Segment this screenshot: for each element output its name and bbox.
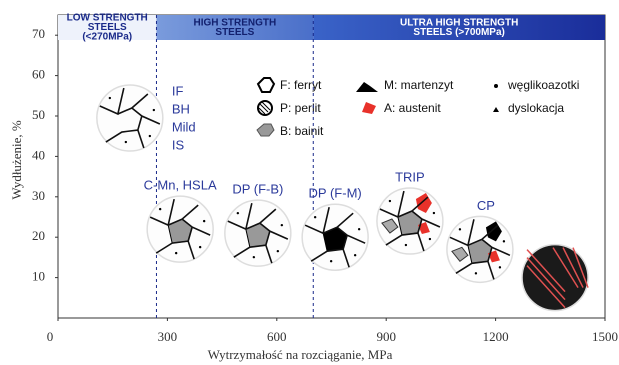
precipitate (475, 272, 477, 274)
x-tick-label: 1200 (483, 329, 509, 344)
microstructure (147, 196, 213, 262)
point-label: IF (172, 83, 184, 98)
legend-label: F: ferryt (280, 78, 322, 92)
y-tick-label: 50 (32, 107, 45, 122)
legend-icon (258, 101, 272, 115)
y-tick-label: 60 (32, 67, 45, 82)
y-tick-label: 70 (32, 26, 45, 41)
precipitate (314, 216, 316, 218)
precipitate (253, 256, 255, 258)
point-label: TRIP (395, 169, 425, 184)
microstructure (302, 204, 368, 270)
y-tick-label: 20 (32, 228, 45, 243)
legend-label: P: perlit (280, 101, 321, 115)
y-tick-label: 10 (32, 269, 45, 284)
microstructure (97, 85, 163, 151)
x-tick-label: 300 (158, 329, 178, 344)
point-label: C-Mn, HSLA (144, 178, 217, 193)
legend-label: B: bainit (280, 124, 324, 138)
legend-label: A: austenit (384, 101, 441, 115)
precipitate (125, 141, 127, 143)
legend-label: M: martenzyt (384, 78, 454, 92)
microstructure (225, 200, 291, 266)
point-label: Mild (172, 119, 196, 134)
precipitate (354, 254, 356, 256)
point-label: BH (172, 101, 190, 116)
precipitate (277, 250, 279, 252)
precipitate (159, 208, 161, 210)
legend-label: węglikoazotki (507, 78, 579, 92)
precipitate (358, 228, 360, 230)
x-tick-label: 0 (47, 329, 54, 344)
microstructure (447, 216, 513, 282)
precipitate (503, 240, 505, 242)
x-tick-label: 900 (376, 329, 396, 344)
chart: Wydłużenie, % Wytrzymałość na rozciągani… (0, 0, 619, 365)
microstructure (377, 188, 443, 254)
precipitate (429, 238, 431, 240)
precipitate (405, 244, 407, 246)
x-tick-label: 1500 (592, 329, 618, 344)
point-label: DP (F-M) (309, 186, 362, 201)
precipitate (499, 266, 501, 268)
y-axis-title: Wydłużenie, % (9, 120, 24, 200)
x-axis-title: Wytrzymałość na rozciąganie, MPa (208, 347, 393, 362)
precipitate (175, 252, 177, 254)
x-tick-label: 600 (267, 329, 287, 344)
precipitate (199, 246, 201, 248)
legend-icon (494, 84, 498, 88)
zone-label: (<270MPa) (82, 32, 132, 43)
precipitate (149, 135, 151, 137)
precipitate (237, 212, 239, 214)
microstructure (522, 245, 588, 311)
precipitate (153, 109, 155, 111)
precipitate (459, 228, 461, 230)
point-label: DP (F-B) (232, 182, 283, 197)
precipitate (203, 220, 205, 222)
point-label: IS (172, 137, 185, 152)
zone-label: STEELS (>700MPa) (413, 27, 504, 38)
y-tick-label: 40 (32, 147, 45, 162)
zone-label: STEELS (215, 27, 254, 38)
y-tick-label: 30 (32, 188, 45, 203)
precipitate (109, 97, 111, 99)
legend-label: dyslokacja (508, 101, 564, 115)
precipitate (389, 200, 391, 202)
point-label: CP (477, 198, 495, 213)
precipitate (281, 224, 283, 226)
precipitate (433, 212, 435, 214)
precipitate (330, 260, 332, 262)
